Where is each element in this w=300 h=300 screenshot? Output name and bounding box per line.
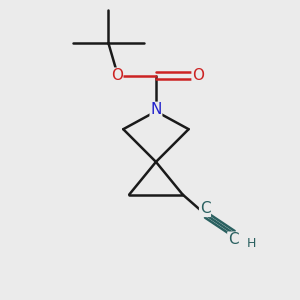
Text: C: C — [228, 232, 238, 247]
Text: O: O — [111, 68, 123, 83]
Text: C: C — [200, 201, 210, 216]
Text: H: H — [246, 237, 256, 250]
Text: O: O — [192, 68, 204, 83]
Text: N: N — [150, 102, 162, 117]
